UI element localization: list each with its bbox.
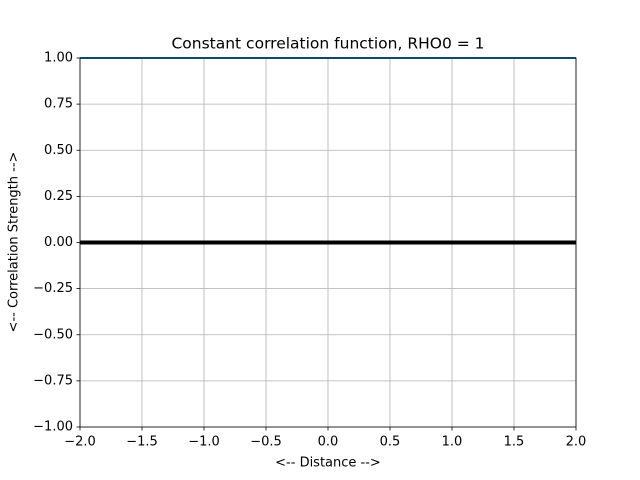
y-tick-label: −0.25 bbox=[33, 281, 73, 296]
y-tick-label: 0.25 bbox=[44, 189, 73, 204]
x-tick-label: 2.0 bbox=[566, 435, 587, 450]
x-tick-label: 1.5 bbox=[504, 435, 525, 450]
y-tick-label: −1.00 bbox=[33, 420, 73, 435]
y-tick-label: −0.50 bbox=[33, 327, 73, 342]
y-tick-label: 0.50 bbox=[44, 143, 73, 158]
x-axis-label: <-- Distance --> bbox=[275, 456, 381, 471]
x-tick-label: −1.5 bbox=[126, 435, 158, 450]
axes-frame bbox=[79, 57, 577, 428]
y-tick-label: 0.75 bbox=[44, 97, 73, 112]
x-tick-label: 0.0 bbox=[318, 435, 339, 450]
chart-title: Constant correlation function, RHO0 = 1 bbox=[171, 35, 484, 53]
y-tick-label: 1.00 bbox=[44, 51, 73, 66]
plot-area: −2.0 −1.5 −1.0 −0.5 0.0 0.5 1.0 1.5 2.0 −1.00 −0.7… bbox=[33, 51, 586, 450]
x-tick-label: −0.5 bbox=[250, 435, 282, 450]
x-tick-label: 0.5 bbox=[380, 435, 401, 450]
x-tick-label: −2.0 bbox=[64, 435, 96, 450]
y-tick-label: 0.00 bbox=[44, 235, 73, 250]
y-axis-label: <-- Correlation Strength --> bbox=[7, 152, 22, 333]
x-tick-label: 1.0 bbox=[442, 435, 463, 450]
y-tick-label: −0.75 bbox=[33, 373, 73, 388]
x-tick-label: −1.0 bbox=[188, 435, 220, 450]
